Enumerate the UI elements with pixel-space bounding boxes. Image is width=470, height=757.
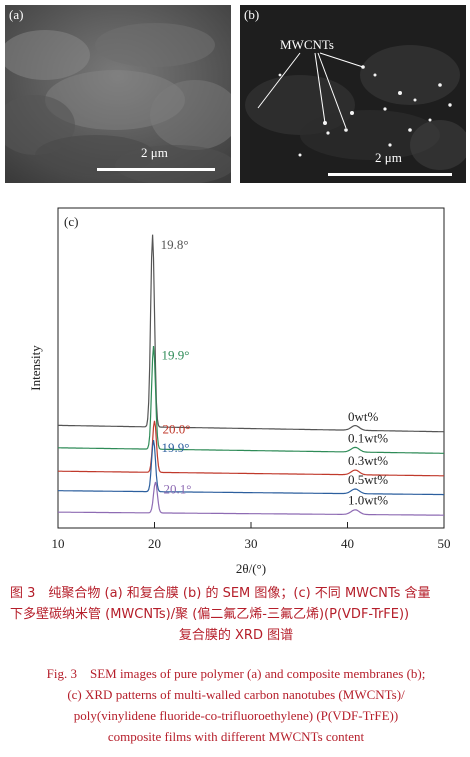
- series-label: 0wt%: [348, 409, 379, 424]
- peak-label: 19.8°: [161, 237, 189, 252]
- caption-english: Fig. 3 SEM images of pure polymer (a) an…: [6, 663, 466, 747]
- sem-b-scale-bar: [328, 173, 452, 176]
- caption-cn-line-1: 图 3 纯聚合物 (a) 和复合膜 (b) 的 SEM 图像；(c) 不同 MW…: [10, 586, 431, 601]
- peak-label: 20.0°: [163, 421, 191, 436]
- series-label: 0.3wt%: [348, 453, 388, 468]
- mwcnts-annotation: MWCNTs: [280, 37, 334, 52]
- series-line-0.3wt%: [58, 420, 444, 477]
- x-tick-label: 20: [148, 536, 161, 551]
- sem-image-b: (b) MWCNTs 2 μm: [240, 5, 466, 183]
- sem-texture-b: [240, 5, 466, 183]
- x-tick-label: 50: [438, 536, 451, 551]
- series-line-0wt%: [58, 234, 445, 433]
- sem-a-panel-label: (a): [9, 7, 24, 22]
- caption-en-line-3: poly(vinylidene fluoride-co-trifluoroeth…: [73, 708, 399, 723]
- xrd-chart: (c) 10 20 30 40 50 19.8° 0wt% 19.9° 0.1wt% 20.0°…: [28, 207, 451, 576]
- caption-cn-line-3: 复合膜的 XRD 图谱: [178, 628, 294, 643]
- peak-label: 20.1°: [163, 481, 191, 496]
- x-axis-label: 2θ/(°): [236, 561, 266, 576]
- series-label: 0.5wt%: [348, 472, 388, 487]
- peak-label: 19.9°: [162, 347, 190, 362]
- series-line-1.0wt%: [57, 481, 444, 516]
- series-line-0.5wt%: [58, 440, 444, 496]
- sem-a-scale-bar: [97, 168, 215, 171]
- x-tick-label: 40: [341, 536, 354, 551]
- sem-b-scale-label: 2 μm: [375, 150, 402, 165]
- panel-label-c: (c): [64, 214, 78, 229]
- caption-en-line-1: Fig. 3 SEM images of pure polymer (a) an…: [46, 666, 426, 681]
- caption-chinese: 图 3 纯聚合物 (a) 和复合膜 (b) 的 SEM 图像；(c) 不同 MW…: [10, 583, 462, 646]
- sem-image-a: (a) 2 μm: [5, 5, 231, 183]
- x-tick-label: 30: [245, 536, 258, 551]
- sem-a-scale-label: 2 μm: [141, 145, 168, 160]
- peak-label: 19.9°: [162, 440, 190, 455]
- series-label: 1.0wt%: [348, 492, 388, 507]
- caption-en-line-4: composite films with different MWCNTs co…: [107, 729, 365, 744]
- caption-en-line-2: (c) XRD patterns of multi-walled carbon …: [67, 687, 405, 702]
- sem-b-panel-label: (b): [244, 7, 260, 22]
- series-line-0.1wt%: [58, 345, 444, 454]
- caption-cn-line-2: 下多壁碳纳米管 (MWCNTs)/聚 (偏二氟乙烯-三氟乙烯)(P(VDF-Tr…: [10, 607, 410, 622]
- y-axis-label: Intensity: [28, 345, 43, 391]
- sem-texture-a: [5, 5, 231, 183]
- x-tick-label: 10: [52, 536, 65, 551]
- series-label: 0.1wt%: [348, 431, 388, 446]
